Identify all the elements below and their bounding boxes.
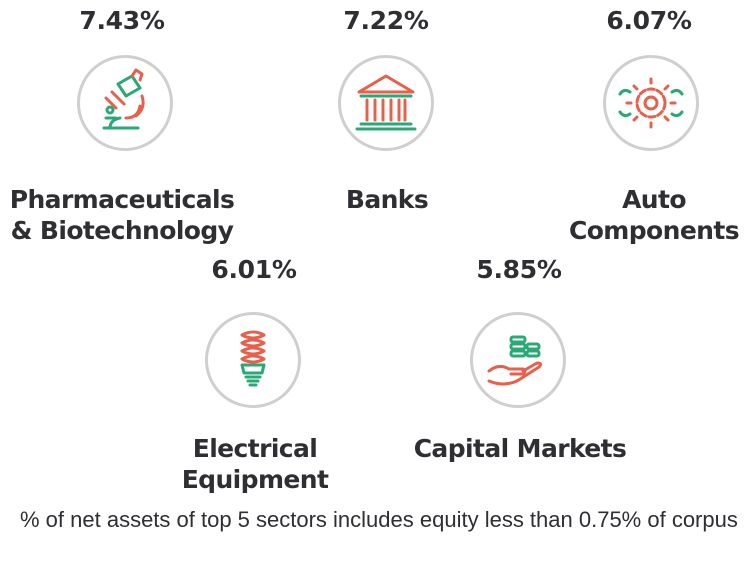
sector-name-line1: Capital Markets <box>413 434 627 463</box>
sector-name: Capital Markets <box>400 433 640 464</box>
sector-percent: 5.85% <box>476 255 562 284</box>
footnote: % of net assets of top 5 sectors include… <box>20 507 738 532</box>
sector-name: Banks <box>297 184 477 215</box>
sector-name-line1: Electrical <box>192 434 318 463</box>
sector-name: Pharmaceuticals & Biotechnology <box>2 184 242 246</box>
sector-percent: 7.22% <box>343 6 429 35</box>
sector-name-line2: Components <box>568 216 740 245</box>
microscope-icon <box>77 55 173 151</box>
sector-name: Auto Components <box>566 184 742 246</box>
sector-percent: 7.43% <box>79 6 165 35</box>
sector-name-line1: Auto <box>622 185 686 214</box>
gear-icon <box>603 55 699 151</box>
sector-name-line1: Banks <box>345 185 429 214</box>
sector-percent: 6.01% <box>211 255 297 284</box>
hand-coins-icon <box>470 312 566 408</box>
cfl-bulb-icon <box>205 312 301 408</box>
sector-name: Electrical Equipment <box>165 433 345 495</box>
bank-building-icon <box>338 55 434 151</box>
sector-name-line2: & Biotechnology <box>10 216 234 245</box>
sector-name-line2: Equipment <box>181 465 329 494</box>
sector-percent: 6.07% <box>606 6 692 35</box>
sector-name-line1: Pharmaceuticals <box>9 185 235 214</box>
